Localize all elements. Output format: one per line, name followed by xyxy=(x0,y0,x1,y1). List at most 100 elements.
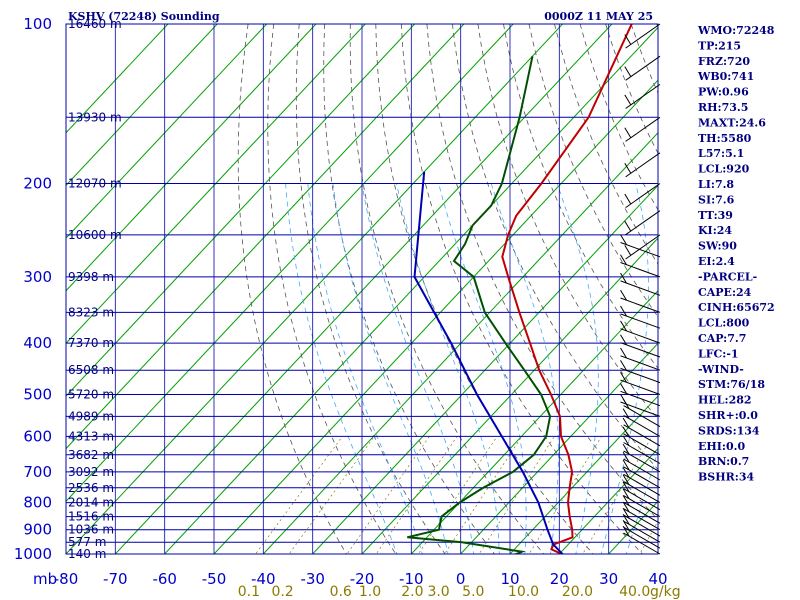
height-label: 5720 m xyxy=(68,388,114,402)
moist-adiabat-line xyxy=(438,183,527,554)
temperature-label: -50 xyxy=(202,570,227,588)
wind-barb-flag xyxy=(622,426,630,438)
pressure-label: 1000 xyxy=(14,545,52,563)
wind-barb-flag xyxy=(620,383,627,394)
moist-adiabat-line xyxy=(332,183,449,554)
index-item: LFC:-1 xyxy=(698,347,739,360)
mixing-ratio-line xyxy=(478,436,555,554)
isotherm-line xyxy=(410,289,658,554)
index-item: TH:5580 xyxy=(698,132,752,145)
sounding-profiles xyxy=(407,24,633,554)
temperature-label: -40 xyxy=(251,570,276,588)
wind-barb xyxy=(623,466,661,489)
index-item: KI:24 xyxy=(698,224,732,237)
height-label: 1036 m xyxy=(68,523,114,537)
temperature-label: 10 xyxy=(500,570,519,588)
wind-barb-flag xyxy=(624,94,632,106)
index-item: TP:215 xyxy=(698,39,741,52)
index-item: LI:7.8 xyxy=(698,178,734,191)
index-item: MAXT:24.6 xyxy=(698,116,766,129)
wind-barb xyxy=(623,481,661,504)
wind-barb-flag xyxy=(624,193,632,205)
wind-barb-flag xyxy=(622,443,630,455)
wind-barb xyxy=(623,433,661,456)
isobars xyxy=(65,23,659,555)
wind-barb xyxy=(623,508,661,531)
height-label: 8323 m xyxy=(68,305,114,319)
moist-adiabat-line xyxy=(396,183,500,554)
height-label: 4313 m xyxy=(68,429,114,443)
wind-barb-flag xyxy=(620,320,627,332)
index-item: LCL:800 xyxy=(698,317,750,330)
wind-barb xyxy=(623,488,661,511)
wind-barb xyxy=(620,328,661,344)
temperature-label: 40 xyxy=(648,570,667,588)
index-item: WMO:72248 xyxy=(697,24,775,37)
dry-adiabat-line xyxy=(477,24,658,420)
temperature-label: -60 xyxy=(152,570,177,588)
plot-frame xyxy=(65,23,659,555)
mixing-ratio-label: 40.0 xyxy=(619,584,650,600)
wind-barb-flag xyxy=(622,488,630,499)
pressure-label: 900 xyxy=(23,521,52,539)
mixing-ratio-label: 1.0 xyxy=(359,584,381,600)
wind-barb xyxy=(620,313,661,329)
pressure-unit-label: mb xyxy=(33,570,57,588)
mixing-ratio-label: 0.1 xyxy=(238,584,260,600)
wind-barb-flag xyxy=(622,459,630,471)
background-lines xyxy=(66,24,800,565)
wind-barb xyxy=(625,23,661,49)
mixing-ratio-label: 10.0 xyxy=(508,584,539,600)
moist-adiabat-line xyxy=(600,183,649,554)
dry-adiabat-line xyxy=(295,24,446,554)
isotherm-line xyxy=(163,26,658,554)
wind-barb xyxy=(620,262,661,278)
index-item: WB0:741 xyxy=(697,70,754,83)
wind-barb xyxy=(620,297,661,313)
pressure-label: 300 xyxy=(23,268,52,286)
dry-adiabat-line xyxy=(267,24,397,554)
wind-barb xyxy=(623,405,661,428)
height-label: 577 m xyxy=(68,535,106,549)
index-item: EHI:0.0 xyxy=(698,440,745,453)
index-item: L57:5.1 xyxy=(698,147,744,160)
height-label: 9398 m xyxy=(68,270,114,284)
dry-adiabat-line xyxy=(759,24,800,565)
wind-barb xyxy=(620,280,661,296)
moist-adiabat-line xyxy=(361,183,475,554)
mixing-ratio-label: 3.0 xyxy=(427,584,449,600)
wind-barb-flag xyxy=(620,289,627,301)
wind-barb xyxy=(620,367,661,384)
wind-barb-flag xyxy=(622,514,630,525)
wind-barb xyxy=(620,342,661,358)
wind-barb-flag xyxy=(620,360,627,371)
wind-barb-flag xyxy=(620,334,627,346)
dry-adiabat-line xyxy=(503,24,658,369)
isotherm-line xyxy=(66,24,317,292)
wind-barb xyxy=(623,473,661,496)
dewpoint-line xyxy=(407,55,552,554)
wind-barb-flag xyxy=(622,525,630,537)
wind-barb xyxy=(625,116,661,142)
wind-barb-flag xyxy=(620,254,627,265)
wind-barb xyxy=(623,520,661,543)
index-item: CAP:7.7 xyxy=(698,332,746,345)
pressure-label: 100 xyxy=(23,15,52,33)
temperature-label: -70 xyxy=(103,570,128,588)
pressure-axis-labels: 100 200 300 400 500 600 700 800 900 1000 mb xyxy=(14,15,57,588)
height-label: 7370 m xyxy=(68,336,114,350)
temperature-line xyxy=(501,24,633,554)
height-label: 3092 m xyxy=(68,465,114,479)
mixing-ratio-labels: 0.1 0.2 0.6 1.0 2.0 3.0 5.0 10.0 20.0 40.0 g/kg xyxy=(238,584,681,600)
height-label: 10600 m xyxy=(68,228,122,242)
index-item: RH:73.5 xyxy=(698,101,748,114)
pressure-label: 500 xyxy=(23,386,52,404)
index-item: -WIND- xyxy=(698,363,744,376)
mixing-ratio-line xyxy=(528,436,602,554)
isotherm-line xyxy=(114,24,613,554)
isotherm-line xyxy=(66,24,465,450)
wind-barb xyxy=(623,442,661,464)
index-item: BSHR:34 xyxy=(698,471,754,484)
isotherm-line xyxy=(66,24,514,503)
wind-barb-flag xyxy=(622,435,630,446)
